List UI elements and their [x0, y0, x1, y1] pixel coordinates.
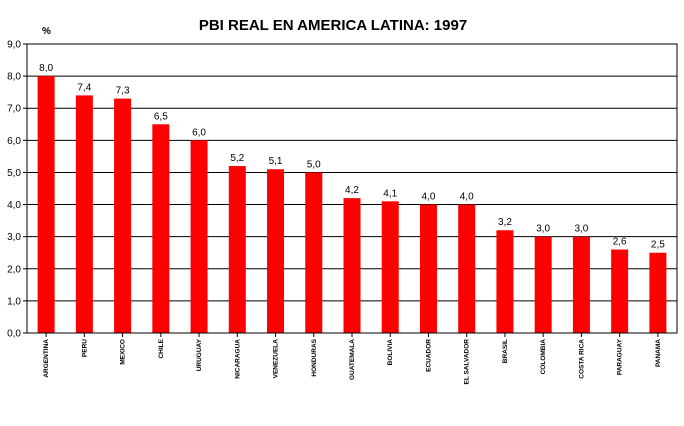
x-tick-label: COLOMBIA — [540, 339, 547, 375]
chart-title: PBI REAL EN AMERICA LATINA: 1997 — [199, 17, 467, 34]
x-tick-label: VENEZUELA — [273, 339, 280, 379]
data-label: 3,0 — [536, 224, 550, 235]
data-label: 4,2 — [345, 185, 359, 196]
x-tick-label: ARGENTINA — [43, 339, 50, 378]
bar — [228, 166, 246, 333]
x-tick-label: NICARAGUA — [234, 339, 241, 379]
x-tick-label: URUGUAY — [196, 338, 203, 371]
x-tick-label: HONDURAS — [311, 338, 318, 376]
y-tick-label: 4,0 — [7, 200, 21, 211]
y-axis-ticks: 0,0 1,0 2,0 3,0 4,0 5,0 6,0 7,0 8,0 9,0 — [7, 40, 27, 340]
data-label: 6,5 — [154, 111, 168, 122]
y-tick-label: 9,0 — [7, 40, 21, 51]
x-tick-label: PARAGUAY — [617, 338, 624, 375]
bar — [343, 198, 361, 333]
bar — [152, 124, 170, 334]
y-tick-label: 3,0 — [7, 232, 21, 243]
x-tick-label: PERU — [81, 339, 88, 357]
y-tick-label: 6,0 — [7, 136, 21, 147]
y-tick-label: 8,0 — [7, 72, 21, 83]
data-label: 5,0 — [307, 159, 321, 170]
data-label: 4,0 — [422, 192, 436, 203]
bar — [114, 98, 132, 333]
y-tick-label: 5,0 — [7, 168, 21, 179]
data-label: 4,0 — [460, 192, 474, 203]
data-label: 7,4 — [77, 82, 91, 93]
bar — [572, 236, 590, 333]
bar — [190, 140, 208, 333]
y-tick-label: 1,0 — [7, 296, 21, 307]
plot-area-frame — [26, 43, 678, 334]
x-tick-label: BRASIL — [502, 339, 509, 363]
x-tick-label: CHILE — [158, 338, 165, 358]
y-tick-label: 0,0 — [7, 329, 21, 340]
bar — [649, 252, 667, 333]
data-label: 2,6 — [613, 237, 627, 248]
x-tick-label: PANAMA — [655, 339, 662, 367]
x-tick-label: MEXICO — [120, 339, 127, 365]
bar — [305, 172, 323, 333]
x-tick-label: BOLIVIA — [387, 339, 394, 366]
data-label: 4,1 — [383, 188, 397, 199]
data-label: 7,3 — [116, 86, 130, 97]
x-tick-label: EL SALVADOR — [464, 339, 471, 385]
y-axis-unit: % — [42, 26, 51, 37]
data-label: 2,5 — [651, 240, 665, 251]
x-tick-label: ECUADOR — [425, 339, 432, 372]
data-label: 6,0 — [192, 127, 206, 138]
data-label: 3,0 — [574, 224, 588, 235]
y-tick-label: 7,0 — [7, 104, 21, 115]
bar — [611, 249, 629, 333]
bar — [267, 169, 285, 333]
y-tick-label: 2,0 — [7, 264, 21, 275]
bars — [37, 76, 667, 334]
bar — [37, 76, 55, 333]
bar — [534, 236, 552, 333]
bar — [75, 95, 93, 333]
data-label: 5,1 — [269, 156, 283, 167]
data-label: 3,2 — [498, 217, 512, 228]
data-label: 8,0 — [39, 63, 53, 74]
bar — [458, 204, 476, 333]
bar — [419, 204, 437, 333]
bar — [381, 201, 399, 333]
data-labels: 8,0 7,4 7,3 6,5 6,0 5,2 5,1 5,0 4,2 4,1 4,0 4,0 3,2 3… — [39, 63, 665, 251]
x-tick-label: GUATEMALA — [349, 339, 356, 380]
data-label: 5,2 — [230, 153, 244, 164]
x-tick-label: COSTA RICA — [578, 339, 585, 379]
bar — [496, 230, 514, 333]
x-axis-labels: ARGENTINA PERU MEXICO CHILE URUGUAY NICARAGUA… — [43, 333, 662, 385]
